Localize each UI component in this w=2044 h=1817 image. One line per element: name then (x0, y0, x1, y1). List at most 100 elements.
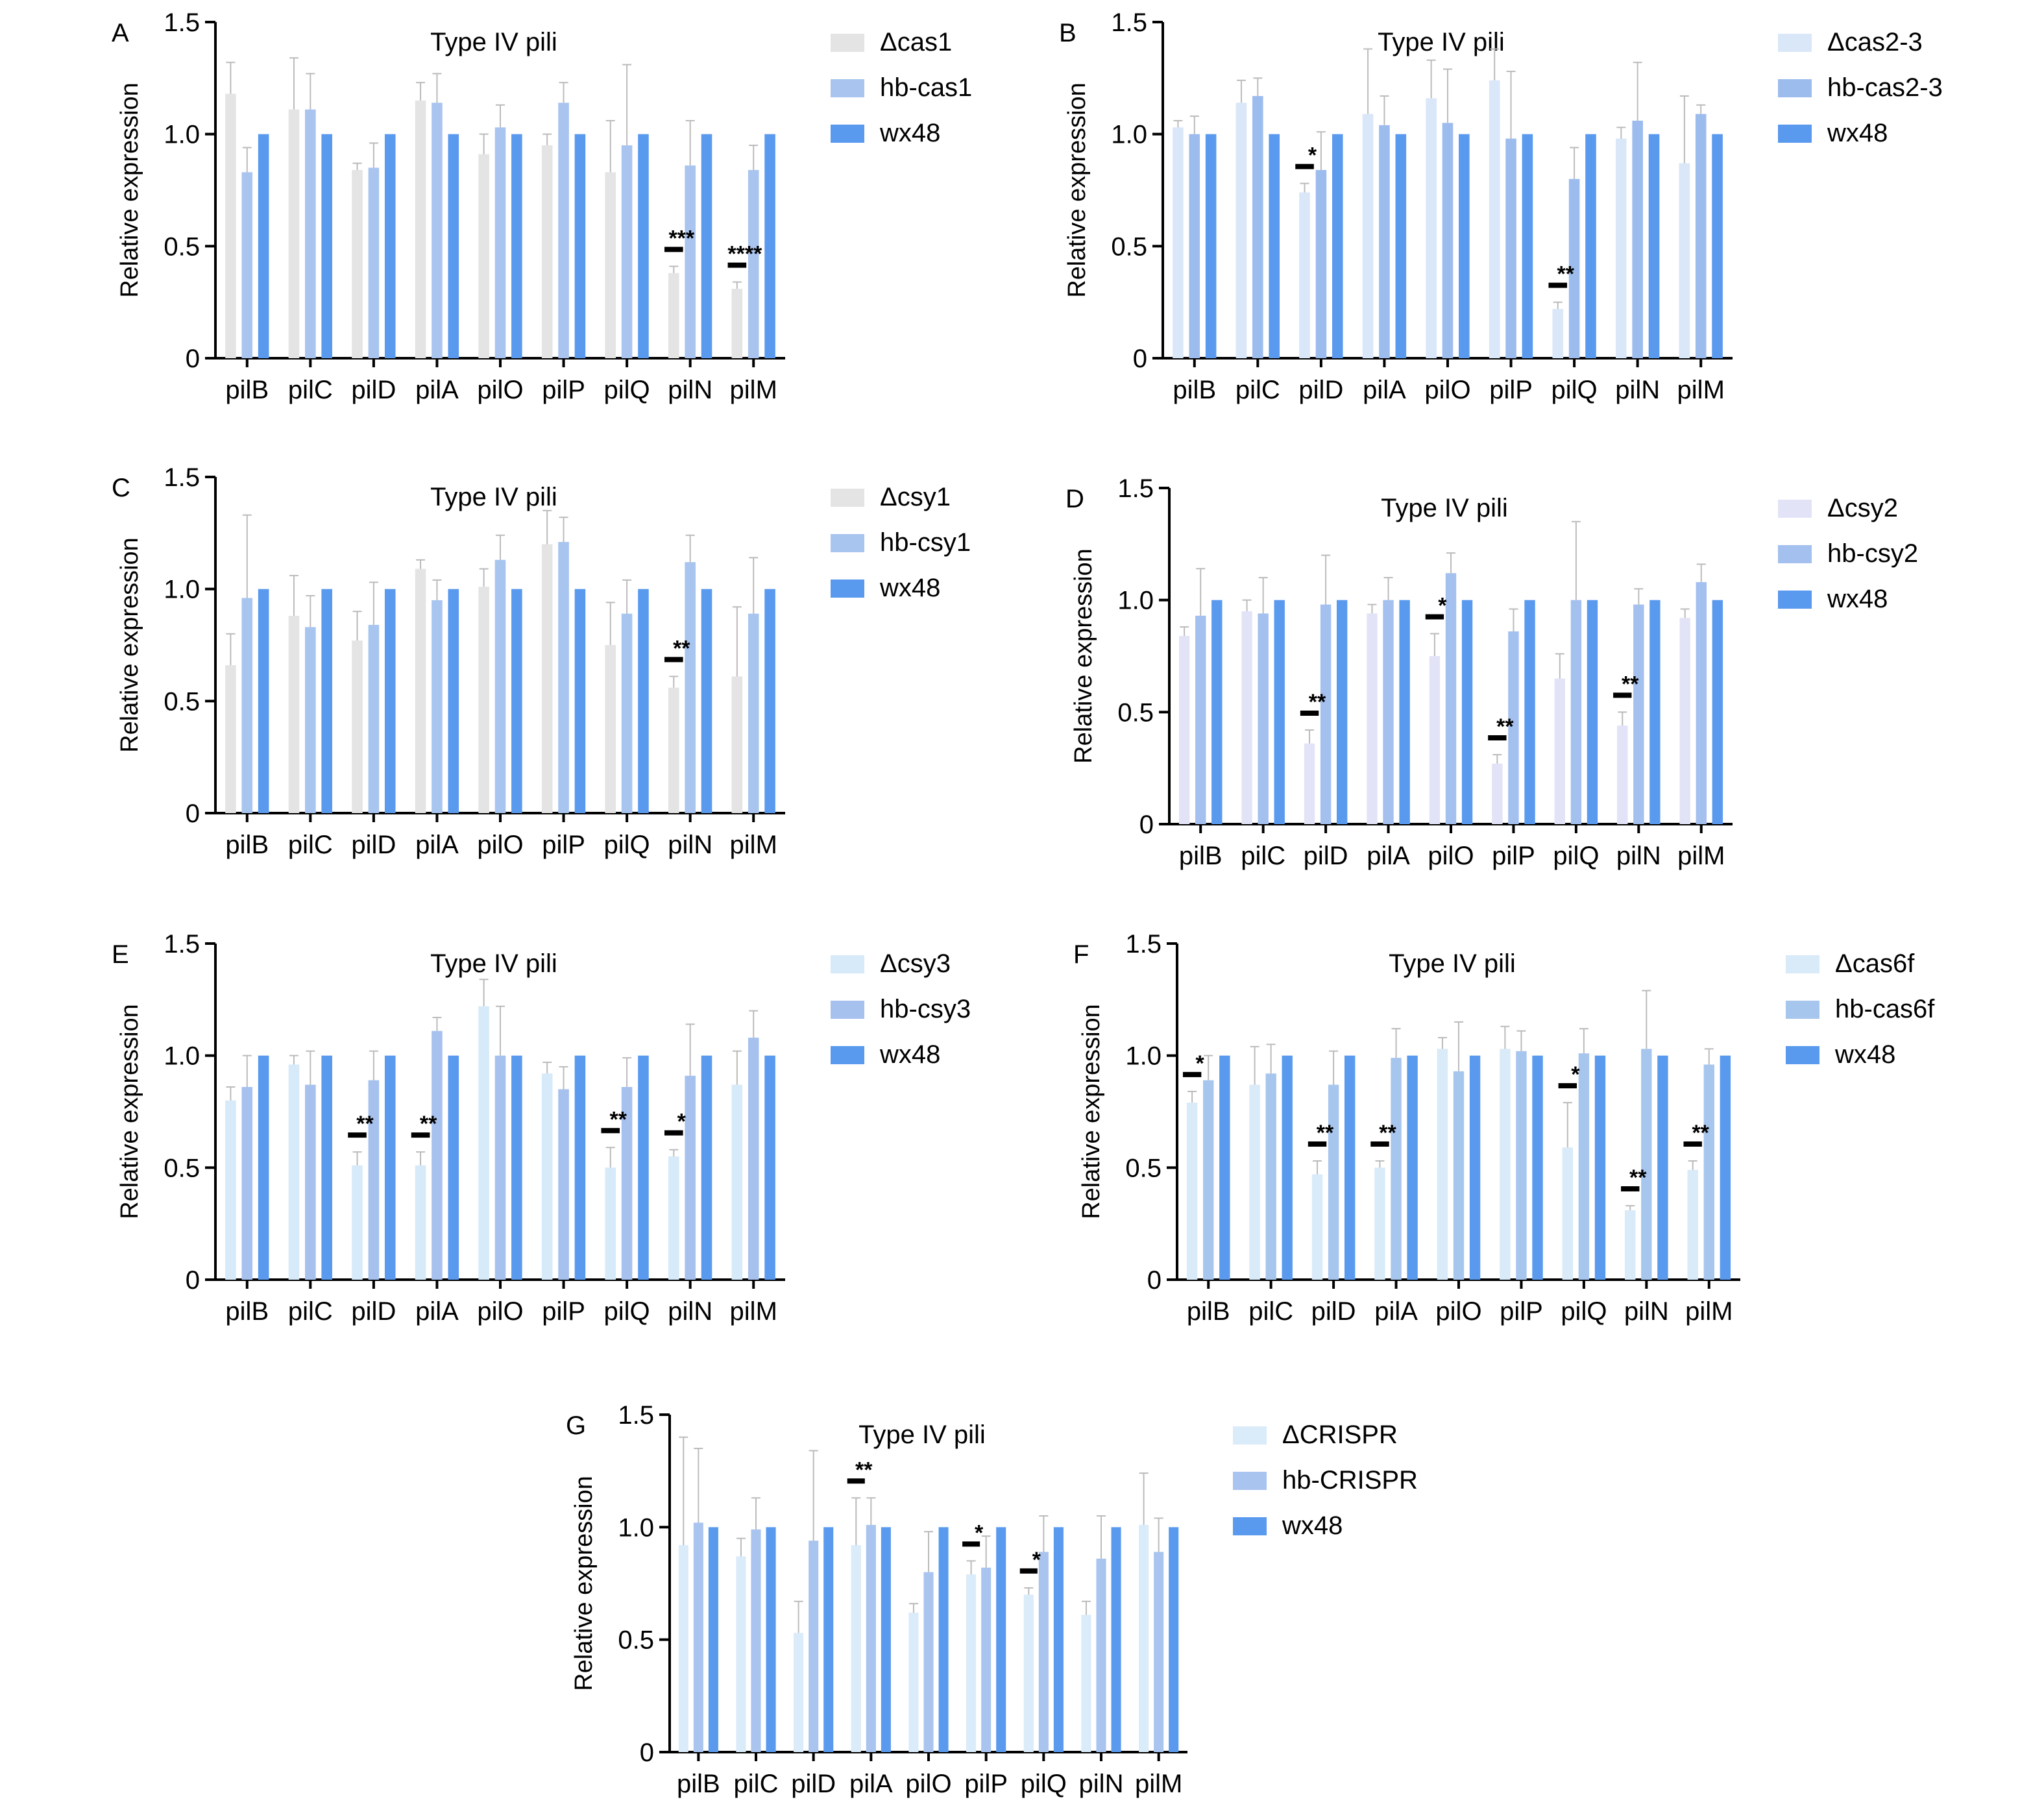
x-tick-label: pilN (1615, 376, 1660, 404)
y-tick-label: 0.5 (164, 232, 200, 261)
y-tick-label: 1.5 (1117, 474, 1154, 503)
x-tick-label: pilC (288, 376, 333, 404)
bar (1712, 134, 1723, 358)
x-tick-label: pilC (1241, 842, 1285, 870)
significance-label: *** (668, 226, 694, 250)
x-tick-label: pilD (351, 1297, 396, 1326)
bar (1461, 600, 1473, 824)
bar (1648, 134, 1660, 358)
bar (1492, 763, 1503, 824)
bar (1587, 600, 1598, 824)
bar (701, 134, 712, 358)
bar (1111, 1527, 1121, 1752)
bar (1508, 631, 1519, 824)
bar (1203, 1080, 1214, 1280)
chart-title: Type IV pili (430, 483, 557, 511)
bar (736, 1556, 746, 1752)
legend-label: Δcsy2 (1827, 494, 1898, 522)
legend-swatch (1778, 79, 1812, 97)
bar (851, 1545, 861, 1752)
y-tick-label: 0 (186, 345, 200, 373)
bar (1532, 1055, 1543, 1280)
y-tick-label: 1.5 (164, 463, 200, 492)
x-tick-label: pilO (1424, 376, 1470, 404)
bar (494, 559, 506, 813)
bar (1522, 134, 1533, 358)
bar (1269, 134, 1280, 358)
x-tick-label: pilA (849, 1770, 893, 1798)
y-tick-label: 1.0 (164, 121, 200, 149)
bar (1469, 1055, 1481, 1280)
significance-label: ** (1629, 1165, 1647, 1190)
bar (384, 589, 396, 813)
bar (1616, 138, 1627, 358)
bar (574, 134, 586, 358)
legend-label: Δcas1 (880, 28, 952, 56)
legend-swatch (1786, 1001, 1819, 1019)
bar (321, 134, 332, 358)
bar (305, 1084, 316, 1280)
bar (1617, 726, 1628, 824)
bar (1320, 604, 1332, 824)
bar (701, 589, 712, 813)
chart-panel-c: C Type IV pili Relative expression 0 0.5 1.0 1… (97, 463, 1058, 879)
bar (352, 169, 363, 358)
y-tick-label: 0.5 (164, 1154, 200, 1182)
bar (678, 1545, 688, 1752)
legend-swatch (831, 79, 864, 97)
y-tick-label: 0.5 (1111, 232, 1147, 261)
legend-label: wx48 (879, 1040, 940, 1069)
bar (605, 645, 616, 813)
legend-label: hb-csy1 (880, 528, 971, 557)
chart-svg: D Type IV pili Relative expression 0 0.5 1.0 1… (1065, 474, 1918, 870)
bar (701, 1055, 712, 1280)
bar (938, 1527, 949, 1752)
significance-label: ** (610, 1107, 627, 1132)
legend-swatch (1233, 1517, 1267, 1535)
bar (1703, 1064, 1714, 1280)
x-tick-label: pilD (791, 1770, 836, 1798)
bar (494, 127, 506, 358)
chart-panel-d: D Type IV pili Relative expression 0 0.5 1.0 1… (1045, 461, 2005, 876)
bar (748, 1038, 759, 1280)
bar (1594, 1055, 1606, 1280)
legend-label: Δcas6f (1835, 949, 1915, 978)
y-tick-label: 0 (186, 1266, 200, 1295)
bar (1189, 134, 1200, 358)
bar (966, 1574, 977, 1752)
y-tick-label: 1.0 (1111, 121, 1147, 149)
bar (352, 1165, 363, 1280)
bar (1304, 743, 1315, 824)
chart-title: Type IV pili (430, 28, 557, 56)
chart-svg: C Type IV pili Relative expression 0 0.5 1.0 1… (112, 463, 971, 859)
bar (1241, 611, 1252, 824)
chart-svg: F Type IV pili Relative expression 0 0.5 1.0 1… (1073, 930, 1935, 1326)
bar (1524, 600, 1535, 824)
legend-swatch (831, 489, 864, 507)
legend-label: wx48 (1827, 585, 1888, 613)
y-axis-label: Relative expression (1064, 82, 1091, 298)
y-axis-label: Relative expression (116, 537, 143, 753)
bar (321, 589, 332, 813)
x-tick-label: pilN (1624, 1297, 1669, 1326)
bar (1178, 635, 1190, 824)
bar (1500, 1049, 1511, 1280)
bar (574, 589, 586, 813)
bar (1426, 98, 1437, 358)
chart-svg: B Type IV pili Relative expression 0 0.5 1.0 1… (1059, 8, 1943, 404)
bar (1205, 134, 1217, 358)
legend-label: wx48 (879, 119, 940, 147)
bar (1552, 309, 1564, 358)
chart-title: Type IV pili (430, 949, 557, 978)
bar (1712, 600, 1723, 824)
bar (1367, 613, 1378, 824)
bar (638, 134, 649, 358)
legend-swatch (1233, 1472, 1267, 1490)
bar (668, 273, 679, 358)
y-axis-label: Relative expression (1078, 1004, 1105, 1219)
x-tick-label: pilP (964, 1770, 1008, 1798)
x-tick-label: pilB (225, 1297, 269, 1326)
bar (1395, 134, 1407, 358)
legend-label: hb-cas1 (880, 73, 972, 102)
chart-panel-b: B Type IV pili Relative expression 0 0.5 1.0 1… (1045, 8, 2005, 428)
